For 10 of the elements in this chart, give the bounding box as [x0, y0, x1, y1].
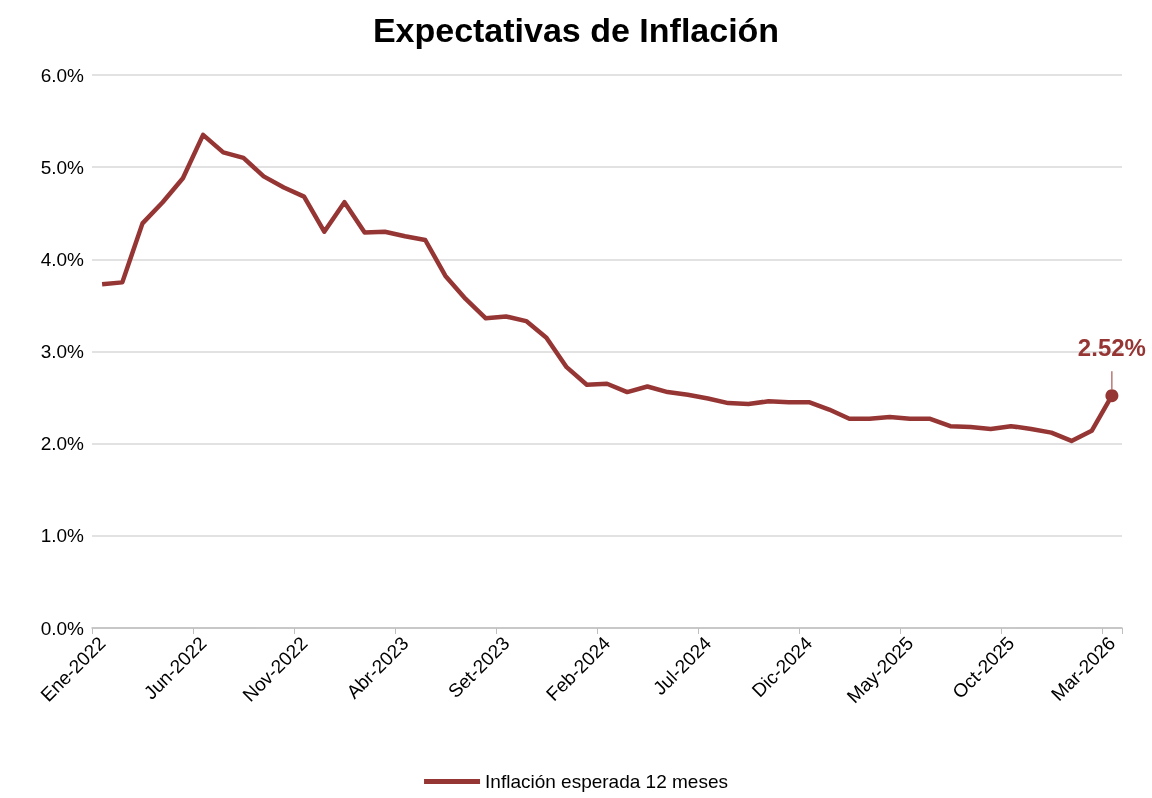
y-tick-label: 5.0%: [40, 156, 85, 178]
y-tick-label: 3.0%: [40, 341, 85, 362]
y-tick-label: 2.0%: [40, 433, 85, 455]
y-tick-label: 1.0%: [40, 525, 85, 547]
legend-label: Inflación esperada 12 meses: [485, 771, 728, 792]
y-tick-label: 6.0%: [40, 64, 85, 86]
chart-title: Expectativas de Inflación: [372, 11, 780, 49]
data-label: 2.52%: [1077, 333, 1146, 361]
y-tick-label: 0.0%: [40, 617, 85, 639]
y-tick-label: 4.0%: [40, 248, 85, 270]
